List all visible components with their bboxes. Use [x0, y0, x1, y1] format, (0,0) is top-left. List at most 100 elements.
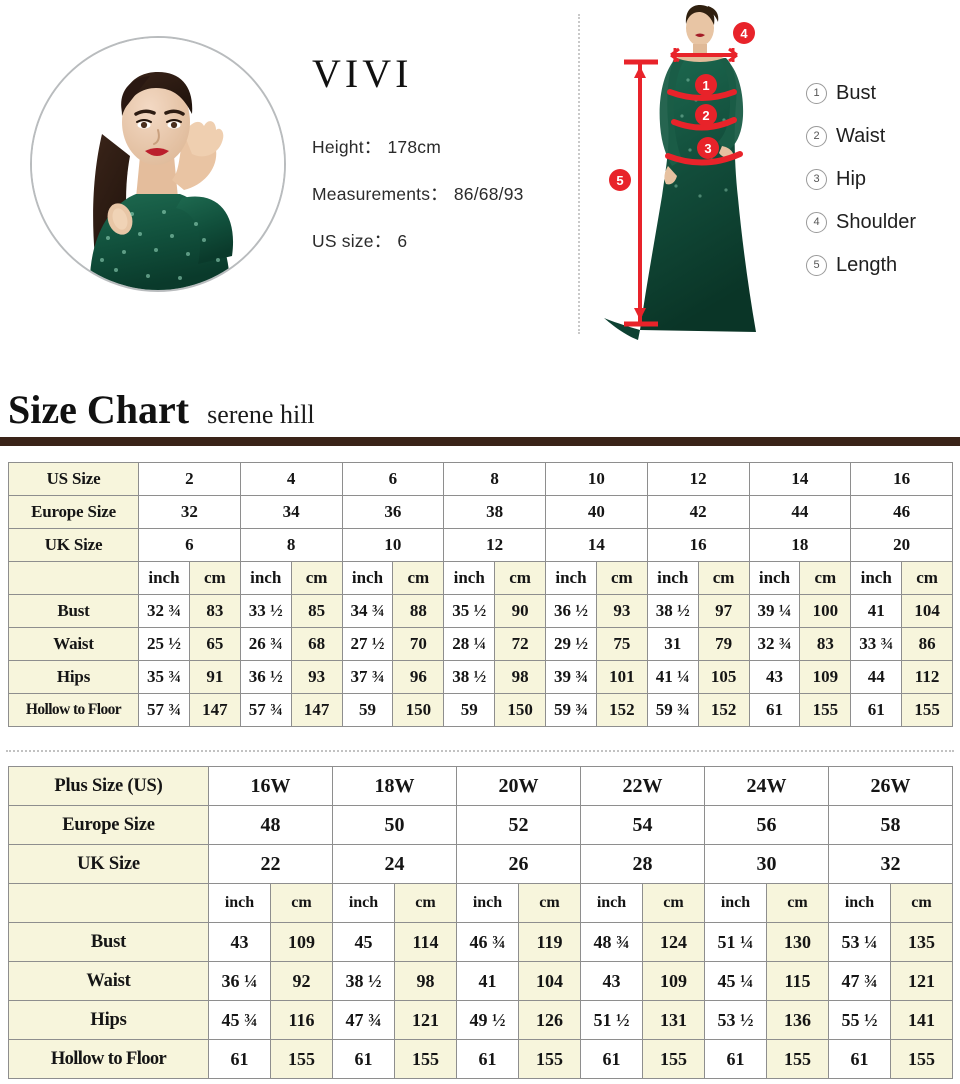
legend-label: Waist	[836, 125, 886, 147]
vertical-dotted-divider	[578, 14, 580, 334]
plus-size-table: Plus Size (US) 16W 18W 20W 22W 24W 26W Europe S…	[8, 766, 953, 1079]
svg-text:5: 5	[616, 173, 623, 188]
measure-cell-inch: 45 ¼	[704, 961, 767, 1001]
size-value-cell: 18	[748, 528, 852, 562]
unit-header-inch: inch	[748, 561, 801, 595]
measure-cell-cm: 104	[901, 594, 953, 628]
measure-cell-inch: 55 ½	[828, 1000, 891, 1040]
unit-header-cm: cm	[766, 883, 829, 923]
size-value-cell: 20	[850, 528, 953, 562]
measure-cell-inch: 43	[580, 961, 643, 1001]
measure-cell-cm: 152	[595, 693, 648, 727]
size-value-cell: 52	[456, 805, 581, 845]
legend-label: Shoulder	[836, 211, 917, 233]
size-value-cell: 22	[208, 844, 333, 884]
measure-cell-cm: 155	[901, 693, 953, 727]
size-value-cell: 14	[545, 528, 648, 562]
legend-item-waist: 2 Waist	[806, 125, 956, 148]
measure-cell-cm: 98	[394, 961, 457, 1001]
unit-row-blank-cell	[8, 561, 139, 595]
measure-cell-inch: 36 ½	[545, 594, 597, 628]
size-chart-title-block: Size Chart serene hill	[0, 386, 960, 446]
row-label: Hollow to Floor	[8, 693, 139, 727]
svg-text:4: 4	[740, 26, 748, 41]
legend-label: Length	[836, 254, 898, 276]
table-row: inch cm inch cm inch cm inch cm inch cm inch cm	[8, 883, 953, 923]
measurement-diagram: 4 1 2 3 5	[596, 0, 796, 350]
measure-cell-cm: 70	[392, 627, 445, 661]
size-value-cell: 12	[443, 528, 546, 562]
model-measurements-label: Measurements：	[312, 184, 448, 204]
measure-cell-cm: 68	[290, 627, 343, 661]
unit-header-inch: inch	[239, 561, 292, 595]
measure-cell-cm: 147	[188, 693, 241, 727]
row-label: Waist	[8, 627, 139, 661]
measure-cell-inch: 38 ½	[646, 594, 699, 628]
table-row: Waist 36 ¼ 92 38 ½ 98 41 104 43 109 45 ¼ 115 47 ¾ 12…	[8, 961, 953, 1001]
measure-cell-cm: 109	[799, 660, 852, 694]
size-value-cell: 40	[545, 495, 648, 529]
measure-cell-cm: 135	[890, 922, 953, 962]
measure-cell-cm: 150	[392, 693, 445, 727]
measure-cell-inch: 43	[748, 660, 801, 694]
measure-cell-inch: 59 ¾	[545, 693, 597, 727]
measure-cell-inch: 49 ½	[456, 1000, 519, 1040]
legend-number-icon: 5	[806, 255, 827, 276]
row-label: Europe Size	[8, 805, 209, 845]
legend-number-icon: 3	[806, 169, 827, 190]
measure-cell-cm: 92	[270, 961, 333, 1001]
unit-header-cm: cm	[901, 561, 953, 595]
measure-cell-inch: 61	[456, 1039, 519, 1079]
unit-header-inch: inch	[456, 883, 519, 923]
measure-cell-cm: 72	[494, 627, 546, 661]
table-row: Plus Size (US) 16W 18W 20W 22W 24W 26W	[8, 766, 953, 806]
brand-name: VIVI	[312, 51, 413, 96]
size-value-cell: 4	[239, 462, 343, 496]
legend-number-icon: 4	[806, 212, 827, 233]
page-subtitle: serene hill	[207, 400, 315, 429]
unit-header-inch: inch	[443, 561, 496, 595]
size-value-cell: 12	[646, 462, 750, 496]
measure-cell-inch: 46 ¾	[456, 922, 519, 962]
size-value-cell: 58	[828, 805, 953, 845]
measure-cell-cm: 116	[270, 1000, 333, 1040]
size-value-cell: 48	[208, 805, 333, 845]
unit-header-cm: cm	[188, 561, 241, 595]
measure-cell-cm: 90	[494, 594, 546, 628]
measure-cell-inch: 32 ¾	[748, 627, 801, 661]
measure-cell-cm: 121	[394, 1000, 457, 1040]
title-row: Size Chart serene hill	[0, 386, 960, 433]
measure-cell-inch: 43	[208, 922, 271, 962]
size-value-cell: 14	[748, 462, 852, 496]
row-label: Hips	[8, 660, 139, 694]
measure-cell-inch: 51 ½	[580, 1000, 643, 1040]
model-ussize-line: US size： 6	[312, 228, 572, 253]
measure-cell-cm: 155	[766, 1039, 829, 1079]
table-row: Europe Size 48 50 52 54 56 58	[8, 805, 953, 845]
model-photo-circle	[30, 36, 286, 292]
measure-cell-cm: 115	[766, 961, 829, 1001]
unit-header-inch: inch	[341, 561, 394, 595]
measure-cell-inch: 61	[208, 1039, 271, 1079]
measure-cell-inch: 29 ½	[545, 627, 597, 661]
unit-header-cm: cm	[394, 883, 457, 923]
row-label: Hips	[8, 1000, 209, 1040]
measure-cell-cm: 83	[188, 594, 241, 628]
size-value-cell: 18W	[332, 766, 457, 806]
measure-cell-cm: 126	[518, 1000, 581, 1040]
size-value-cell: 16	[850, 462, 953, 496]
model-portrait-illustration	[32, 38, 284, 290]
measure-cell-inch: 41	[850, 594, 903, 628]
measure-cell-inch: 36 ¼	[208, 961, 271, 1001]
size-value-cell: 8	[443, 462, 546, 496]
size-value-cell: 34	[239, 495, 343, 529]
measure-cell-inch: 25 ½	[138, 627, 190, 661]
measure-cell-cm: 97	[697, 594, 750, 628]
measure-cell-inch: 45	[332, 922, 395, 962]
measure-cell-cm: 91	[188, 660, 241, 694]
row-label: Bust	[8, 594, 139, 628]
size-value-cell: 36	[341, 495, 445, 529]
table-row: Europe Size 32 34 36 38 40 42 44 46	[8, 495, 953, 529]
size-value-cell: 22W	[580, 766, 705, 806]
